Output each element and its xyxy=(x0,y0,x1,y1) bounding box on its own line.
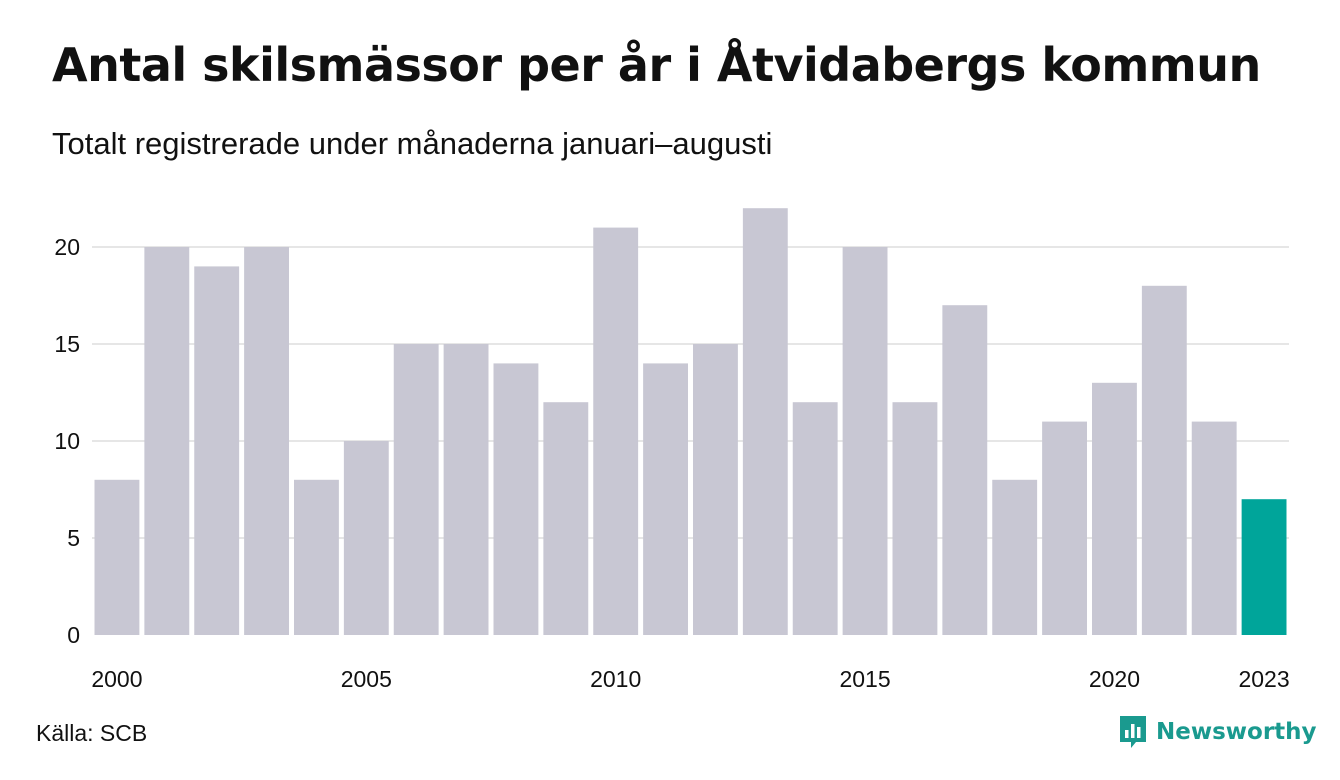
bar-2009 xyxy=(543,402,589,635)
bar-2015 xyxy=(842,247,888,635)
bar-2000 xyxy=(94,479,140,635)
bar-2017 xyxy=(942,305,988,635)
bar-2022 xyxy=(1191,421,1237,635)
chart-subtitle: Totalt registrerade under månaderna janu… xyxy=(52,126,773,161)
y-tick-label: 20 xyxy=(54,234,80,260)
x-tick-label: 2005 xyxy=(341,666,392,692)
bar-2010 xyxy=(593,227,639,635)
x-tick-label: 2015 xyxy=(839,666,890,692)
bar-2021 xyxy=(1141,285,1187,635)
y-tick-label: 15 xyxy=(54,331,80,357)
brand-name: Newsworthy xyxy=(1156,719,1317,745)
x-tick-label: 2023 xyxy=(1238,666,1289,692)
bar-2020 xyxy=(1092,382,1137,635)
bar-2005 xyxy=(343,441,389,635)
newsworthy-logo-icon xyxy=(1120,716,1146,748)
y-tick-label: 10 xyxy=(54,428,80,454)
bar-2011 xyxy=(643,363,688,635)
bar-2014 xyxy=(792,402,838,635)
y-tick-label: 0 xyxy=(67,622,80,648)
bar-2013 xyxy=(742,208,788,635)
x-tick-label: 2010 xyxy=(590,666,641,692)
bar-2016 xyxy=(892,402,938,635)
bar-2002 xyxy=(194,266,240,635)
bar-2023 xyxy=(1241,499,1287,635)
bar-2001 xyxy=(144,247,190,635)
chart-title: Antal skilsmässor per år i Åtvidabergs k… xyxy=(52,38,1261,92)
source-note: Källa: SCB xyxy=(36,720,148,746)
bar-2012 xyxy=(693,344,738,635)
bar-2006 xyxy=(393,344,439,635)
brand-logo: Newsworthy xyxy=(1118,712,1317,752)
x-tick-label: 2000 xyxy=(91,666,142,692)
bar-2007 xyxy=(443,344,489,635)
bar-2008 xyxy=(493,363,539,635)
bar-2019 xyxy=(1042,421,1087,635)
y-tick-label: 5 xyxy=(67,525,80,551)
bar-chart: 0 5 10 15 20 2000 2005 2010 2015 2020 2023 xyxy=(54,208,1290,692)
bar-2018 xyxy=(992,479,1038,635)
bar-2003 xyxy=(244,247,289,635)
bar-2004 xyxy=(294,479,339,635)
x-tick-label: 2020 xyxy=(1089,666,1140,692)
